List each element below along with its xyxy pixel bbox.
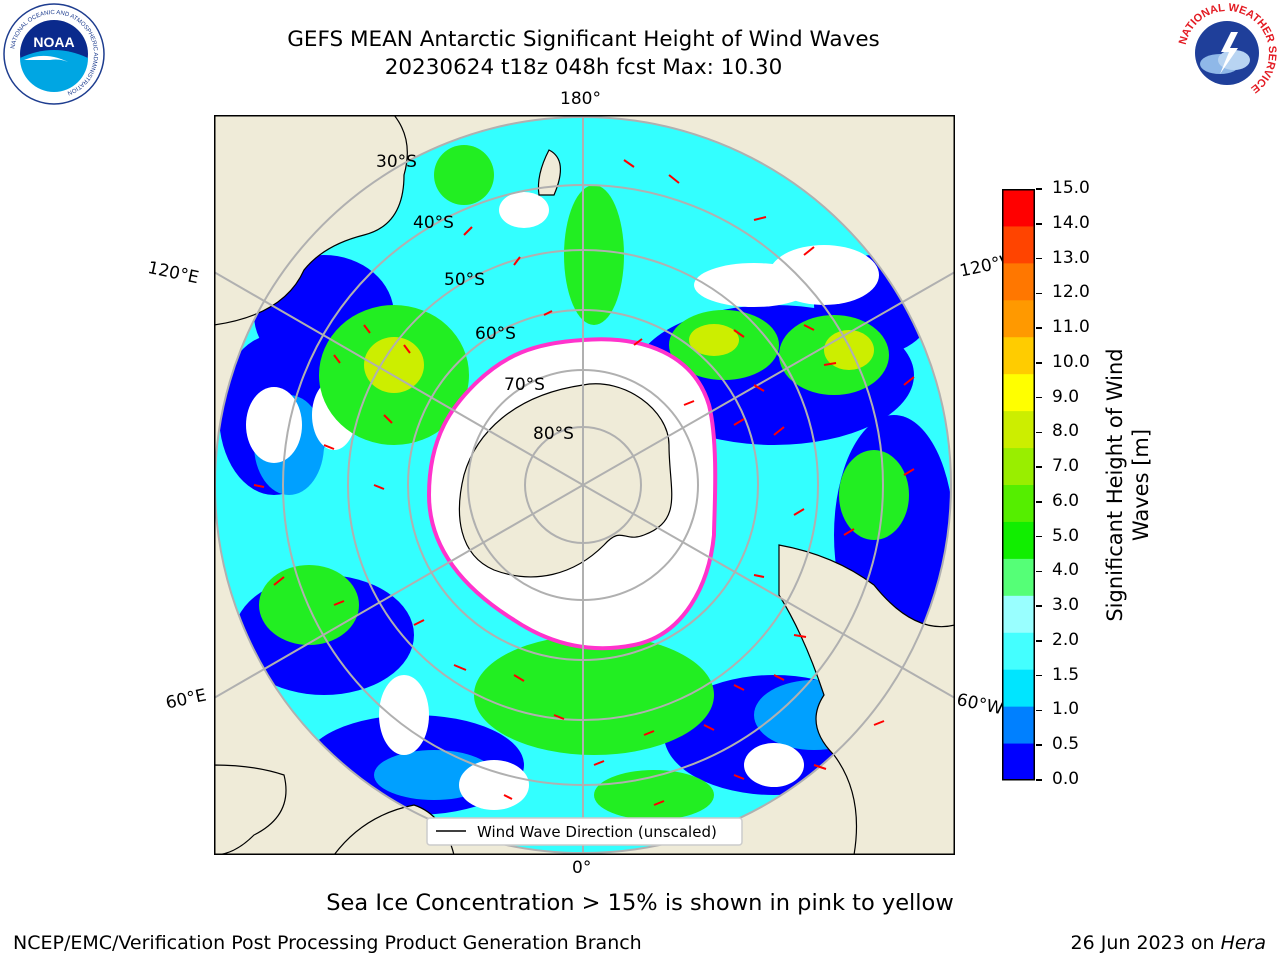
noaa-logo-text: NOAA — [33, 34, 74, 50]
footer-host: Hera — [1220, 932, 1266, 954]
colorbar-tick-mark — [1036, 223, 1042, 225]
lat-label-50s: 50°S — [444, 270, 485, 290]
map-subtitle: 20230624 t18z 048h fcst Max: 10.30 — [384, 55, 783, 80]
colorbar-tick-mark — [1036, 605, 1042, 607]
colorbar-bin — [1002, 225, 1035, 264]
colorbar-bin — [1002, 262, 1035, 301]
colorbar-bin — [1002, 558, 1035, 596]
colorbar-tick-label: 1.5 — [1052, 664, 1080, 685]
colorbar-bin — [1002, 669, 1035, 707]
map-legend — [426, 817, 743, 846]
footer-date: 26 Jun 2023 on Hera — [1071, 932, 1266, 954]
colorbar-tick-mark — [1036, 570, 1042, 573]
polar-map: Wind Wave Direction (unscaled) — [214, 115, 955, 855]
colorbar-label-line2: Waves [m] — [1129, 428, 1153, 542]
lat-label-40s: 40°S — [413, 213, 454, 233]
colorbar-bin — [1002, 632, 1035, 670]
colorbar-tick-mark — [1036, 744, 1042, 746]
lat-label-60s: 60°S — [475, 324, 516, 344]
lon-label-60w: 60°W — [954, 690, 1005, 720]
colorbar-tick-label: 11.0 — [1052, 317, 1090, 338]
colorbar-tick-label: 14.0 — [1052, 212, 1090, 233]
colorbar-tick-label: 6.0 — [1052, 490, 1080, 511]
colorbar-tick-mark — [1036, 501, 1042, 503]
colorbar-tick-label: 1.0 — [1052, 699, 1080, 720]
colorbar-tick-label: 2.0 — [1052, 629, 1080, 650]
colorbar-tick-mark — [1036, 396, 1042, 399]
colorbar-bin — [1002, 373, 1035, 412]
lon-label-120e: 120°E — [145, 258, 201, 289]
lat-label-30s: 30°S — [376, 152, 417, 172]
colorbar-tick-label: 0.5 — [1052, 734, 1080, 755]
colorbar-bin — [1002, 189, 1035, 227]
lat-label-80s: 80°S — [533, 424, 574, 444]
colorbar-tick-mark — [1036, 674, 1042, 677]
colorbar-tick-mark — [1036, 327, 1042, 329]
colorbar-tick-mark — [1036, 535, 1042, 538]
colorbar-label-line1: Significant Height of Wind — [1103, 348, 1127, 622]
colorbar-bin — [1002, 447, 1035, 485]
colorbar-frame — [1002, 189, 1035, 781]
colorbar-tick-mark — [1036, 466, 1042, 468]
colorbar-bin — [1002, 336, 1035, 375]
footer-date-text: 26 Jun 2023 on — [1070, 932, 1221, 954]
lon-label-0: 0° — [572, 858, 592, 878]
colorbar-bin — [1002, 299, 1035, 338]
wind-wave-arrows — [253, 159, 915, 806]
colorbar-bin — [1002, 706, 1035, 744]
sea-ice-note: Sea Ice Concentration > 15% is shown in … — [326, 890, 954, 916]
colorbar-tick-label: 0.0 — [1052, 769, 1080, 789]
colorbar-tick-label: 10.0 — [1052, 351, 1090, 372]
lat-label-70s: 70°S — [504, 375, 545, 395]
lon-label-180: 180° — [560, 89, 601, 109]
colorbar-tick-label: 13.0 — [1052, 247, 1090, 268]
colorbar-bin — [1002, 743, 1035, 781]
legend-label: Wind Wave Direction (unscaled) — [477, 823, 717, 841]
colorbar-ticks: 0.0 0.5 1.0 1.5 2.0 3.0 4.0 5.0 6.0 7.0 8.0 9.0 10.0… — [1036, 178, 1106, 789]
colorbar-bin — [1002, 595, 1035, 633]
colorbar-tick-mark — [1036, 188, 1042, 190]
colorbar — [1002, 189, 1035, 781]
antarctica — [458, 383, 673, 578]
colorbar-tick-mark — [1036, 257, 1042, 260]
colorbar-tick-label: 5.0 — [1052, 525, 1080, 546]
colorbar-bin — [1002, 410, 1035, 449]
colorbar-tick-mark — [1036, 640, 1042, 642]
colorbar-tick-mark — [1036, 779, 1042, 781]
lon-label-60e: 60°E — [164, 685, 209, 714]
colorbar-bin — [1002, 521, 1035, 559]
nws-logo: NATIONAL WEATHER SERVICE — [1177, 2, 1278, 101]
footer-branch: NCEP/EMC/Verification Post Processing Pr… — [13, 932, 642, 954]
colorbar-tick-label: 15.0 — [1052, 178, 1090, 198]
map-title: GEFS MEAN Antarctic Significant Height o… — [287, 27, 880, 52]
colorbar-tick-label: 12.0 — [1052, 282, 1090, 303]
colorbar-tick-label: 4.0 — [1052, 560, 1080, 581]
colorbar-bin — [1002, 484, 1035, 522]
map-frame — [214, 115, 955, 855]
colorbar-tick-mark — [1036, 709, 1042, 712]
colorbar-tick-label: 9.0 — [1052, 386, 1080, 407]
colorbar-tick-label: 3.0 — [1052, 595, 1080, 616]
colorbar-tick-mark — [1036, 292, 1042, 295]
noaa-logo: NOAA NATIONAL OCEANIC AND ATMOSPHERIC AD… — [3, 3, 105, 105]
colorbar-tick-mark — [1036, 431, 1042, 434]
colorbar-tick-label: 7.0 — [1052, 456, 1080, 477]
colorbar-tick-label: 8.0 — [1052, 421, 1080, 442]
colorbar-tick-mark — [1036, 362, 1042, 364]
